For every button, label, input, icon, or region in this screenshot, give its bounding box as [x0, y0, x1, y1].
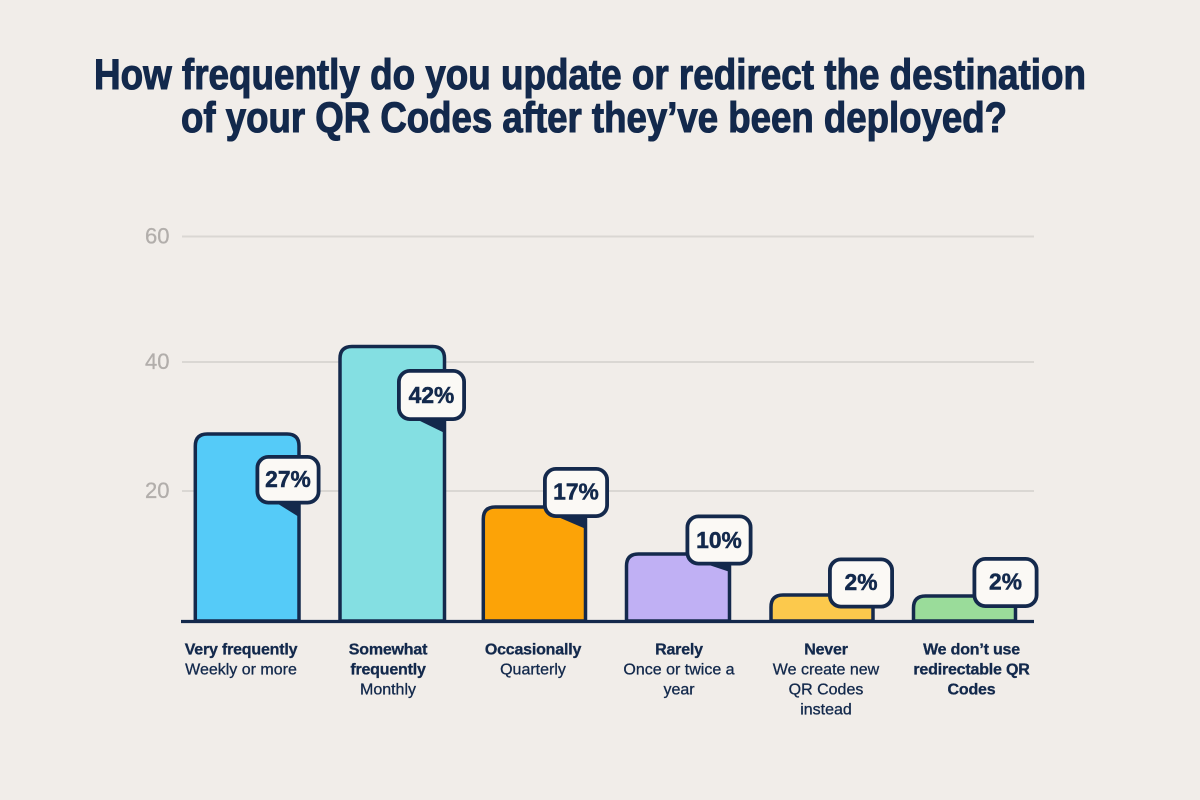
svg-text:redirectable QR: redirectable QR — [913, 662, 1030, 679]
svg-text:42%: 42% — [409, 382, 455, 408]
svg-text:We don’t use: We don’t use — [923, 642, 1020, 659]
svg-text:17%: 17% — [553, 479, 599, 505]
svg-text:60: 60 — [145, 224, 169, 249]
svg-text:frequently: frequently — [350, 662, 426, 679]
svg-text:How frequently do you update o: How frequently do you update or redirect… — [94, 51, 1086, 99]
svg-text:27%: 27% — [265, 466, 311, 492]
svg-text:Codes: Codes — [948, 682, 996, 699]
svg-text:10%: 10% — [696, 527, 742, 553]
svg-text:Rarely: Rarely — [655, 642, 703, 659]
svg-text:We create new: We create new — [773, 662, 880, 679]
svg-text:Never: Never — [804, 642, 847, 659]
svg-text:Monthly: Monthly — [360, 682, 416, 699]
svg-text:Somewhat: Somewhat — [349, 642, 428, 659]
svg-text:20: 20 — [145, 478, 169, 503]
svg-text:Occasionally: Occasionally — [485, 642, 582, 659]
svg-text:40: 40 — [145, 349, 169, 374]
svg-text:of your QR Codes after they’ve: of your QR Codes after they’ve been depl… — [181, 94, 1007, 142]
svg-text:Once or twice a: Once or twice a — [623, 662, 734, 679]
svg-text:year: year — [663, 682, 695, 699]
svg-text:QR Codes: QR Codes — [789, 682, 864, 699]
svg-text:Very frequently: Very frequently — [185, 642, 298, 659]
svg-text:Quarterly: Quarterly — [500, 662, 566, 679]
svg-text:2%: 2% — [845, 569, 878, 595]
svg-text:2%: 2% — [989, 569, 1022, 595]
svg-text:instead: instead — [800, 702, 852, 719]
svg-text:Weekly or more: Weekly or more — [185, 662, 297, 679]
